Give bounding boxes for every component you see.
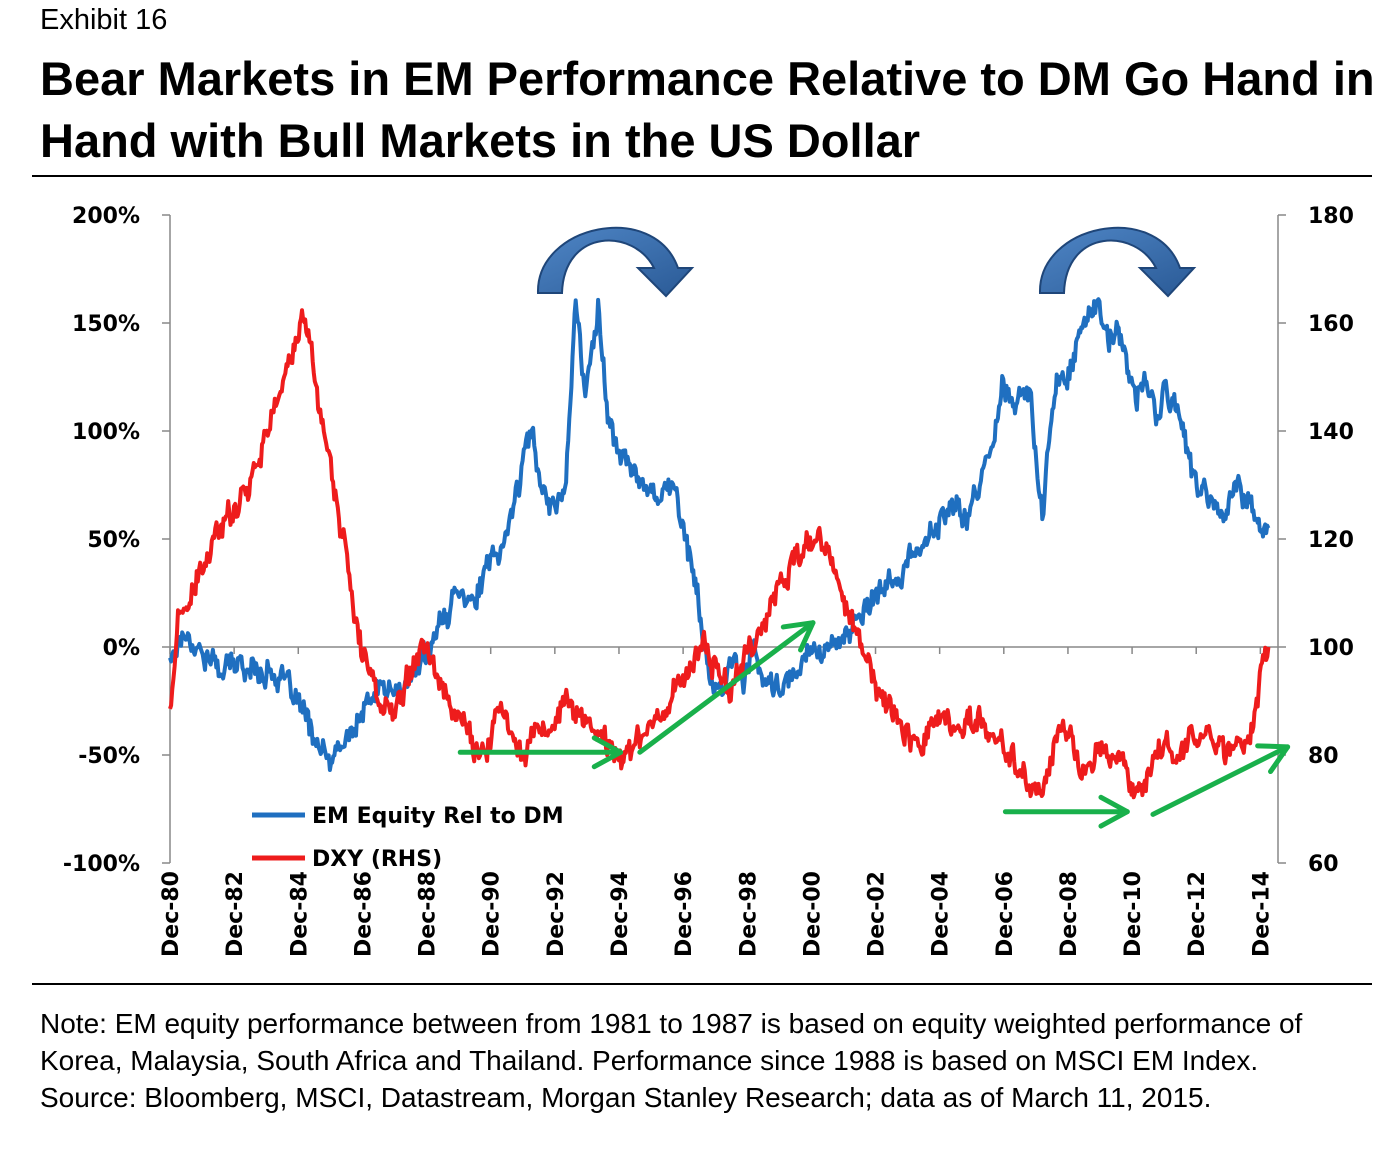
green-arrow-4 [1150, 743, 1291, 817]
x-tick-label: Dec-00 [800, 871, 825, 957]
left-tick-label: 200% [72, 204, 140, 229]
x-tick-label: Dec-92 [544, 871, 569, 957]
right-tick-label: 80 [1308, 744, 1339, 769]
x-tick-label: Dec-14 [1249, 871, 1274, 957]
dxy-series-line [168, 308, 1271, 800]
x-tick-label: Dec-86 [351, 871, 376, 957]
right-tick-label: 120 [1308, 528, 1354, 553]
x-tick-label: Dec-80 [159, 871, 184, 957]
axes: -100% -50% 0% 50% 100% 150% 200% 60 80 100 120 140 1… [63, 204, 1354, 957]
curved-arrow-2010 [1038, 226, 1197, 298]
series-layer [168, 297, 1271, 800]
em-equity-series-line [168, 297, 1271, 772]
x-tick-label: Dec-02 [865, 871, 890, 957]
exhibit-label: Exhibit 16 [40, 4, 168, 36]
x-tick-label: Dec-10 [1121, 871, 1146, 957]
x-tick-label: Dec-04 [929, 871, 954, 957]
legend: EM Equity Rel to DM DXY (RHS) [252, 804, 564, 872]
annotations [457, 226, 1291, 829]
title-rule [32, 175, 1372, 177]
green-arrow-2 [637, 620, 816, 755]
left-tick-label: 0% [103, 636, 140, 661]
right-tick-label: 160 [1308, 312, 1354, 337]
x-tick-label: Dec-96 [672, 871, 697, 957]
x-tick-label: Dec-08 [1057, 871, 1082, 957]
x-tick-label: Dec-98 [736, 871, 761, 957]
right-tick-label: 140 [1308, 420, 1354, 445]
page-title: Bear Markets in EM Performance Relative … [40, 52, 1375, 167]
curved-arrow-1994 [536, 226, 695, 298]
green-arrow-3 [1002, 794, 1130, 829]
x-tick-label: Dec-06 [993, 871, 1018, 957]
green-arrow-1 [457, 735, 624, 770]
x-tick-label: Dec-82 [223, 871, 248, 957]
left-tick-label: 100% [72, 420, 140, 445]
right-tick-label: 60 [1308, 852, 1339, 877]
left-tick-label: -50% [78, 744, 140, 769]
left-tick-label: 50% [87, 528, 140, 553]
x-tick-label: Dec-88 [416, 871, 441, 957]
right-tick-label: 100 [1308, 636, 1354, 661]
x-tick-label: Dec-12 [1185, 871, 1210, 957]
legend-label-1: EM Equity Rel to DM [312, 804, 564, 829]
left-tick-label: 150% [72, 312, 140, 337]
x-tick-label: Dec-94 [608, 871, 633, 957]
legend-label-2: DXY (RHS) [312, 847, 442, 872]
left-tick-label: -100% [63, 852, 140, 877]
x-tick-label: Dec-90 [480, 871, 505, 957]
source-note: Note: EM equity performance between from… [40, 1008, 1303, 1113]
x-tick-label: Dec-84 [287, 871, 312, 957]
right-tick-label: 180 [1308, 204, 1354, 229]
note-rule [32, 983, 1372, 985]
